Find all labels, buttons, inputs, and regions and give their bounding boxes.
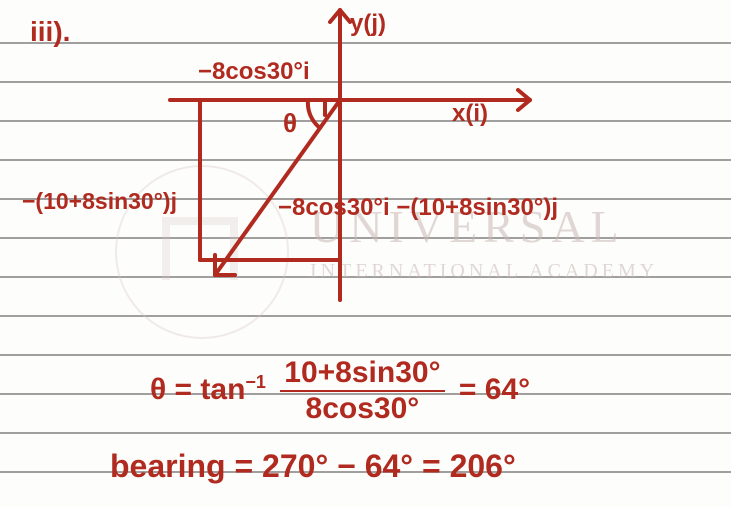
theta-equation: θ = tan−1 10+8sin30° 8cos30° = 64° xyxy=(150,356,530,426)
neg-x-component: −8cos30°i xyxy=(198,58,310,86)
vector-resultant-label: −8cos30°i −(10+8sin30°)j xyxy=(278,194,558,222)
part-label: iii). xyxy=(30,16,70,48)
vector-diagram xyxy=(0,0,731,507)
neg-y-component: −(10+8sin30°)j xyxy=(22,188,177,215)
tan-inverse-sup: −1 xyxy=(245,372,266,392)
y-axis-label: y(j) xyxy=(350,10,386,38)
theta-lhs: θ = tan xyxy=(150,373,245,406)
bearing-equation: bearing = 270° − 64° = 206° xyxy=(110,448,516,485)
theta-fraction-num: 10+8sin30° xyxy=(280,356,444,392)
x-axis-label: x(i) xyxy=(452,100,488,128)
theta-fraction-den: 8cos30° xyxy=(280,392,444,426)
theta-label: θ xyxy=(283,108,297,139)
theta-rhs: = 64° xyxy=(459,373,530,406)
